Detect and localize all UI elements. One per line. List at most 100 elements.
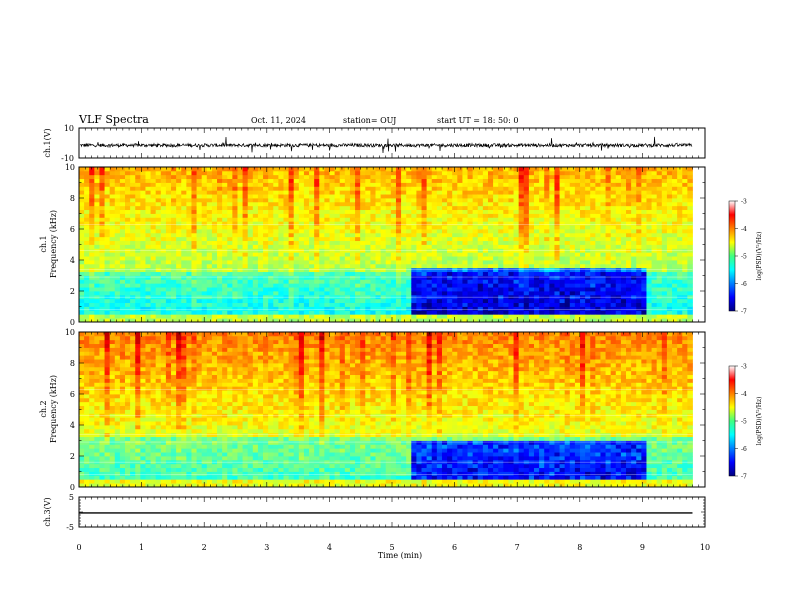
spectrogram-cell xyxy=(636,287,642,292)
spectrogram-cell xyxy=(309,201,315,207)
spectrogram-cell xyxy=(395,287,402,292)
spectrogram-cell xyxy=(482,275,489,280)
spectrogram-cell xyxy=(385,167,392,172)
spectrogram-cell xyxy=(395,306,402,311)
ch1-ytick-top: 10 xyxy=(64,124,74,133)
spectrogram-cell xyxy=(232,267,238,273)
spectrogram-cell xyxy=(426,229,433,234)
spectrogram-cell xyxy=(503,198,509,203)
spectrogram-cell xyxy=(135,240,141,245)
spectrogram-cell xyxy=(84,174,90,180)
spectrogram-cell xyxy=(636,190,642,195)
spectrogram-cell xyxy=(447,182,453,187)
spectrogram-cell xyxy=(482,221,489,226)
spectrogram-cell xyxy=(186,236,192,242)
spectrogram-cell xyxy=(309,221,315,226)
spectrogram-cell xyxy=(99,236,105,242)
spectrogram-cell xyxy=(401,302,407,307)
spectrogram-cell xyxy=(523,287,530,292)
spectrogram-cell xyxy=(472,287,479,292)
spectrogram-cell xyxy=(441,263,448,269)
spectrogram-cell xyxy=(549,190,555,195)
spectrogram-cell xyxy=(523,236,530,242)
spectrogram-cell xyxy=(278,318,284,323)
spectrogram-cell xyxy=(171,221,177,226)
spectrogram-cell xyxy=(370,236,376,242)
spectrogram-cell xyxy=(176,291,182,296)
spectrogram-cell xyxy=(365,174,371,180)
spectrogram-cell xyxy=(125,221,131,226)
spectrogram-cell xyxy=(467,209,474,214)
spectrogram-cell xyxy=(201,283,208,288)
spectrogram-cell xyxy=(477,174,484,180)
spectrogram-cell xyxy=(329,229,336,234)
spectrogram-cell xyxy=(314,209,320,214)
spectrogram-cell xyxy=(441,232,448,238)
spectrogram-cell xyxy=(580,263,586,269)
spectrogram-cell xyxy=(119,314,126,319)
spectrogram-cell xyxy=(472,240,479,245)
spectrogram-cell xyxy=(370,260,376,265)
spectrogram-cell xyxy=(150,267,157,273)
spectrogram-cell xyxy=(564,190,571,195)
spectrogram-cell xyxy=(217,201,223,207)
spectrogram-cell xyxy=(140,190,146,195)
spectrogram-cell xyxy=(247,252,254,257)
spectrogram-cell xyxy=(421,263,428,269)
spectrogram-cell xyxy=(263,236,269,242)
spectrogram-cell xyxy=(401,283,407,288)
spectrogram-cell xyxy=(574,252,581,257)
spectrogram-cell xyxy=(283,283,289,288)
spectrogram-cell xyxy=(569,252,576,257)
spectrogram-cell xyxy=(155,186,162,191)
spectrogram-cell xyxy=(539,318,545,323)
spectrogram-cell xyxy=(360,182,366,187)
spectrogram-cell xyxy=(293,310,300,315)
spectrogram-cell xyxy=(656,221,663,226)
spectrogram-cell xyxy=(585,167,591,172)
spectrogram-cell xyxy=(447,256,453,261)
spectrogram-cell xyxy=(518,182,525,187)
spectrogram-cell xyxy=(334,194,341,199)
spectrogram-cell xyxy=(605,287,612,292)
spectrogram-cell xyxy=(534,318,540,323)
spectrogram-cell xyxy=(309,287,315,292)
spectrogram-cell xyxy=(257,213,264,218)
spectrogram-cell xyxy=(503,279,509,284)
spectrogram-cell xyxy=(462,291,468,296)
spectrogram-cell xyxy=(145,287,151,292)
spectrogram-cell xyxy=(314,314,320,319)
spectrogram-cell xyxy=(155,260,162,265)
spectrogram-cell xyxy=(186,260,192,265)
spectrogram-cell xyxy=(641,302,647,307)
spectrogram-cell xyxy=(539,167,545,172)
spectrogram-cell xyxy=(574,287,581,292)
spectrogram-cell xyxy=(472,306,479,311)
spectrogram-cell xyxy=(539,287,545,292)
spectrogram-cell xyxy=(447,298,453,304)
spectrogram-cell xyxy=(94,314,100,319)
spectrogram-cell xyxy=(549,283,555,288)
spectrogram-cell xyxy=(513,283,520,288)
spectrogram-cell xyxy=(482,260,489,265)
spectrogram-cell xyxy=(452,209,458,214)
spectrogram-cell xyxy=(595,190,601,195)
spectrogram-cell xyxy=(595,271,601,276)
spectrogram-cell xyxy=(467,287,474,292)
spectrogram-cell xyxy=(666,260,673,265)
spectrogram-cell xyxy=(339,287,346,292)
spectrogram-cell xyxy=(334,221,341,226)
spectrogram-cell xyxy=(477,170,484,176)
spectrogram-cell xyxy=(150,240,157,245)
spectrogram-cell xyxy=(385,174,392,180)
spectrogram-cell xyxy=(503,252,509,257)
spectrogram-cell xyxy=(651,198,658,203)
spectrogram-cell xyxy=(355,205,361,211)
spectrogram-cell xyxy=(636,201,642,207)
spectrogram-cell xyxy=(237,190,243,195)
spectrogram-cell xyxy=(237,263,243,269)
spectrogram-cell xyxy=(554,186,560,191)
spectrogram-cell xyxy=(672,314,678,319)
spectrogram-cell xyxy=(314,271,320,276)
spectrogram-cell xyxy=(498,217,504,222)
